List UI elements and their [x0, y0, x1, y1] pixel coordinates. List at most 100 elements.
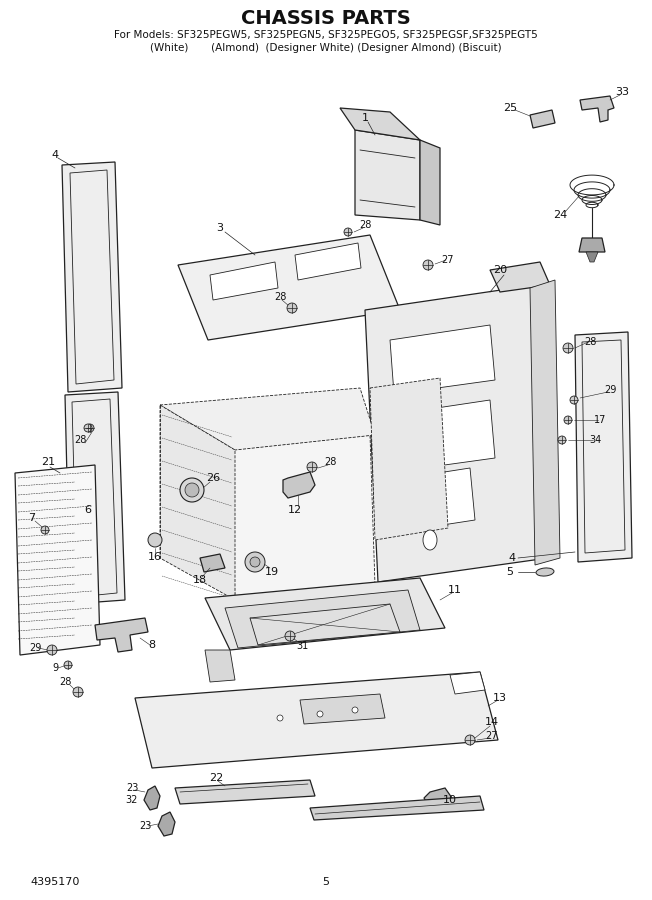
- Text: 4395170: 4395170: [30, 877, 80, 887]
- Circle shape: [245, 552, 265, 572]
- Polygon shape: [205, 578, 445, 650]
- Text: 12: 12: [288, 505, 302, 515]
- Polygon shape: [230, 435, 375, 600]
- Text: 23: 23: [139, 821, 151, 831]
- Text: 3: 3: [216, 223, 224, 233]
- Circle shape: [317, 711, 323, 717]
- Text: 16: 16: [148, 552, 162, 562]
- Polygon shape: [225, 590, 420, 648]
- Text: 4: 4: [52, 150, 59, 160]
- Circle shape: [558, 436, 566, 444]
- Text: 27: 27: [486, 731, 498, 741]
- Text: 29: 29: [29, 643, 41, 653]
- Text: (White)       (Almond)  (Designer White) (Designer Almond) (Biscuit): (White) (Almond) (Designer White) (Desig…: [150, 43, 502, 53]
- Polygon shape: [580, 96, 614, 122]
- Text: 4: 4: [509, 553, 516, 563]
- Circle shape: [352, 707, 358, 713]
- Circle shape: [285, 631, 295, 641]
- Polygon shape: [450, 672, 485, 694]
- Circle shape: [563, 343, 573, 353]
- Polygon shape: [160, 388, 375, 450]
- Text: 27: 27: [442, 255, 454, 265]
- Polygon shape: [530, 280, 560, 565]
- Polygon shape: [144, 786, 160, 810]
- Polygon shape: [390, 400, 495, 472]
- Polygon shape: [135, 672, 498, 768]
- Text: 31: 31: [296, 641, 308, 651]
- Polygon shape: [310, 796, 484, 820]
- Text: 33: 33: [615, 87, 629, 97]
- Polygon shape: [62, 162, 122, 392]
- Circle shape: [185, 483, 199, 497]
- Text: 18: 18: [193, 575, 207, 585]
- Ellipse shape: [536, 568, 554, 576]
- Text: 28: 28: [74, 435, 86, 445]
- Text: 17: 17: [594, 415, 606, 425]
- Polygon shape: [300, 694, 385, 724]
- Circle shape: [41, 526, 49, 534]
- Polygon shape: [340, 108, 420, 140]
- Circle shape: [86, 424, 94, 432]
- Text: 5: 5: [507, 567, 514, 577]
- Text: 28: 28: [324, 457, 336, 467]
- Text: 28: 28: [274, 292, 286, 302]
- Text: 14: 14: [485, 717, 499, 727]
- Text: 7: 7: [29, 513, 36, 523]
- Text: 34: 34: [589, 435, 601, 445]
- Text: For Models: SF325PEGW5, SF325PEGN5, SF325PEGO5, SF325PEGSF,SF325PEGT5: For Models: SF325PEGW5, SF325PEGN5, SF32…: [114, 30, 538, 40]
- Polygon shape: [390, 325, 495, 394]
- Polygon shape: [178, 235, 400, 340]
- Polygon shape: [160, 405, 235, 600]
- Circle shape: [148, 533, 162, 547]
- Polygon shape: [530, 110, 555, 128]
- Circle shape: [307, 462, 317, 472]
- Polygon shape: [420, 140, 440, 225]
- Circle shape: [287, 303, 297, 313]
- Polygon shape: [424, 788, 452, 808]
- Text: CHASSIS PARTS: CHASSIS PARTS: [241, 8, 411, 28]
- Circle shape: [570, 396, 578, 404]
- Circle shape: [344, 228, 352, 236]
- Polygon shape: [355, 130, 420, 220]
- Text: 22: 22: [209, 773, 223, 783]
- Polygon shape: [95, 618, 148, 652]
- Circle shape: [64, 661, 72, 669]
- Circle shape: [47, 645, 57, 655]
- Polygon shape: [65, 392, 125, 604]
- Text: 1: 1: [361, 113, 368, 123]
- Circle shape: [84, 424, 92, 432]
- Polygon shape: [365, 285, 548, 582]
- Circle shape: [564, 416, 572, 424]
- Text: 21: 21: [41, 457, 55, 467]
- Polygon shape: [158, 812, 175, 836]
- Circle shape: [465, 735, 475, 745]
- Text: 20: 20: [493, 265, 507, 275]
- Text: 23: 23: [126, 783, 138, 793]
- Text: 8: 8: [149, 640, 156, 650]
- Polygon shape: [283, 472, 315, 498]
- Text: 28: 28: [584, 337, 596, 347]
- Circle shape: [423, 260, 433, 270]
- Polygon shape: [490, 262, 550, 292]
- Polygon shape: [579, 238, 605, 252]
- Circle shape: [277, 715, 283, 721]
- Polygon shape: [175, 780, 315, 804]
- Text: 32: 32: [126, 795, 138, 805]
- Polygon shape: [393, 468, 475, 532]
- Text: 28: 28: [359, 220, 371, 230]
- Polygon shape: [210, 262, 278, 300]
- Text: 9: 9: [52, 663, 58, 673]
- Text: 19: 19: [265, 567, 279, 577]
- Polygon shape: [575, 332, 632, 562]
- Text: 13: 13: [493, 693, 507, 703]
- Text: 5: 5: [323, 877, 329, 887]
- Text: 24: 24: [553, 210, 567, 220]
- Ellipse shape: [423, 530, 437, 550]
- Text: 10: 10: [443, 795, 457, 805]
- Text: 6: 6: [85, 505, 91, 515]
- Text: 25: 25: [503, 103, 517, 113]
- Polygon shape: [205, 650, 235, 682]
- Text: 26: 26: [206, 473, 220, 483]
- Polygon shape: [586, 252, 598, 262]
- Circle shape: [180, 478, 204, 502]
